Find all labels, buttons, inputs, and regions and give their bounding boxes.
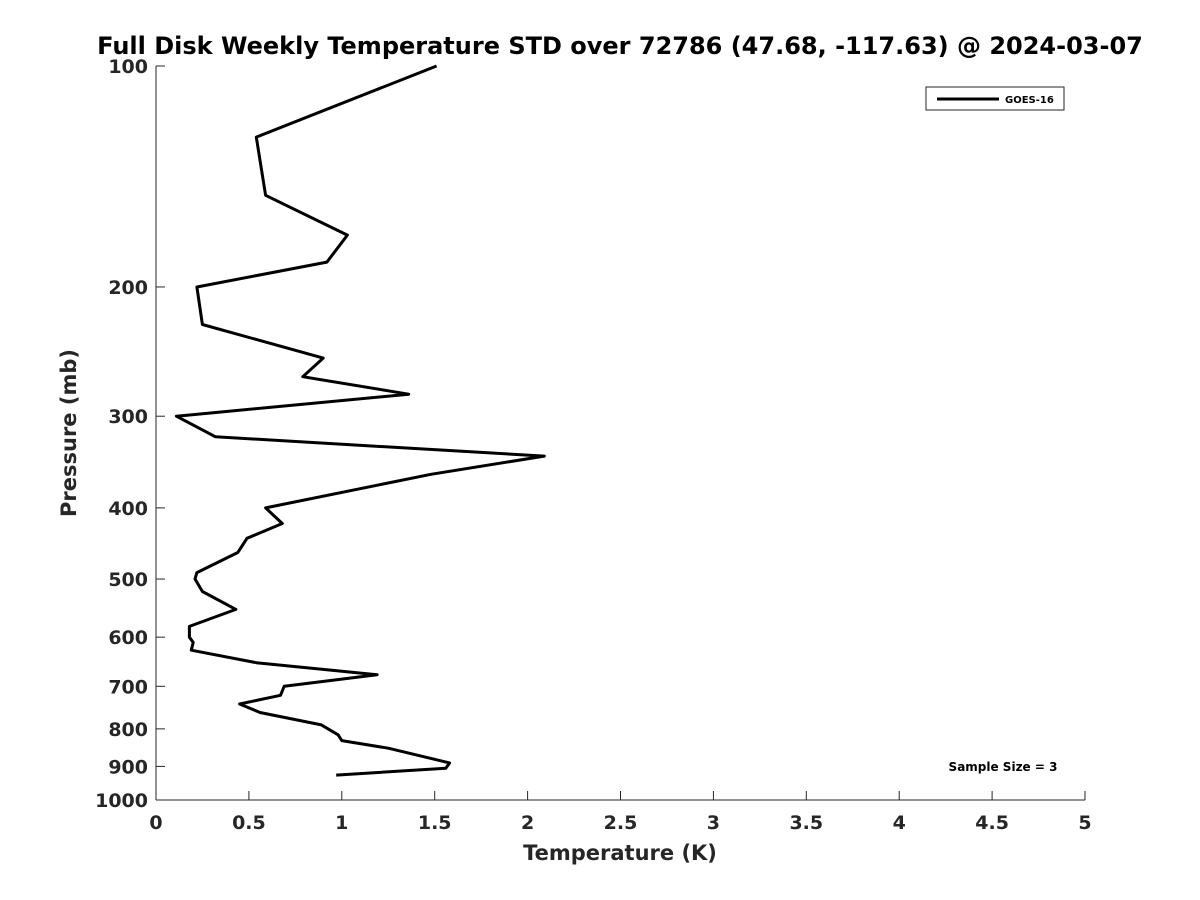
y-tick-label: 300 (108, 406, 148, 428)
x-tick-label: 0.5 (232, 812, 266, 834)
x-ticks: 0 0.5 1 1.5 2 2.5 3 3.5 4 4.5 5 (149, 791, 1092, 834)
y-tick-label: 600 (108, 627, 148, 649)
sample-size-annotation: Sample Size = 3 (949, 760, 1058, 774)
x-tick-label: 3.5 (789, 812, 823, 834)
y-tick-label: 500 (108, 569, 148, 591)
y-axis-label: Pressure (mb) (57, 349, 81, 517)
x-tick-label: 1.5 (418, 812, 452, 834)
y-tick-label: 200 (108, 277, 148, 299)
legend-label: GOES-16 (1005, 95, 1054, 106)
x-axis-label: Temperature (K) (523, 841, 717, 865)
y-tick-label: 800 (108, 719, 148, 741)
x-tick-label: 0 (149, 812, 162, 834)
x-tick-label: 5 (1078, 812, 1091, 834)
x-tick-label: 3 (707, 812, 720, 834)
plot-axes (155, 66, 1085, 801)
x-tick-label: 1 (335, 812, 348, 834)
y-tick-label: 900 (108, 756, 148, 778)
y-tick-label: 1000 (95, 790, 148, 812)
x-tick-label: 2.5 (604, 812, 638, 834)
x-tick-label: 4.5 (975, 812, 1009, 834)
x-tick-label: 2 (521, 812, 534, 834)
chart-title: Full Disk Weekly Temperature STD over 72… (97, 32, 1143, 60)
y-tick-label: 100 (108, 56, 148, 78)
y-ticks: 100 200 300 400 500 600 700 800 900 1000 (95, 56, 165, 812)
legend: GOES-16 (925, 86, 1065, 111)
y-tick-label: 400 (108, 498, 148, 520)
series-line-goes-16 (174, 64, 546, 777)
x-tick-label: 4 (893, 812, 906, 834)
y-tick-label: 700 (108, 676, 148, 698)
